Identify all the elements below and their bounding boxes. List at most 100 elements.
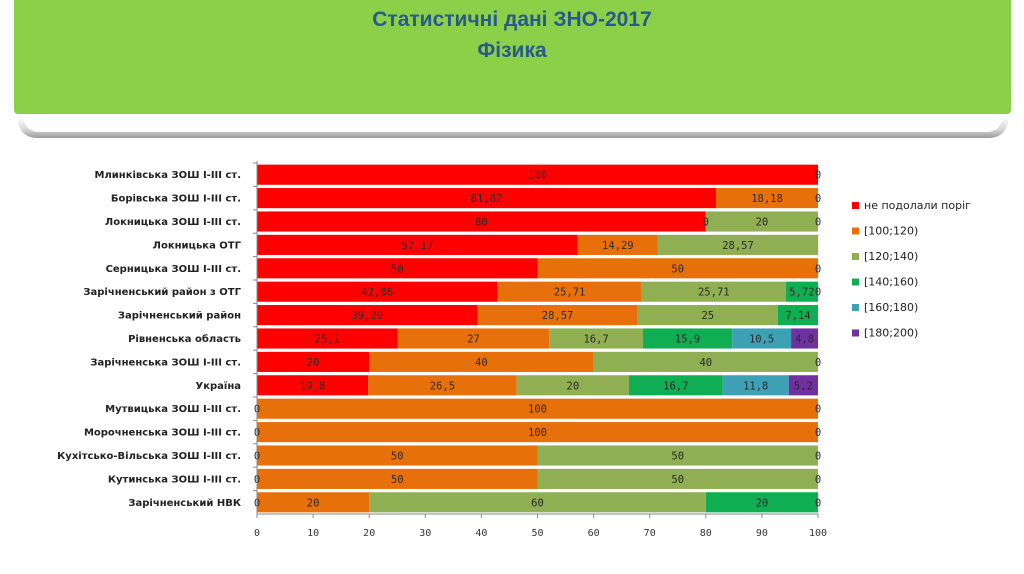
data-label: 11,8 bbox=[743, 380, 768, 392]
data-label: 50 bbox=[671, 451, 684, 463]
data-label: 20 bbox=[567, 380, 580, 392]
data-label: 25 bbox=[701, 310, 714, 322]
x-tick-label: 0 bbox=[254, 528, 260, 539]
bar-segment bbox=[705, 492, 818, 513]
category-label: Кухітсько-Вільська ЗОШ І-ІІІ ст. bbox=[57, 451, 241, 462]
bar-segment bbox=[477, 305, 638, 326]
x-tick-label: 40 bbox=[475, 528, 487, 539]
data-label: 20 bbox=[756, 217, 769, 229]
bar-segment bbox=[257, 445, 538, 466]
x-tick-label: 20 bbox=[363, 528, 375, 539]
bar-segment bbox=[785, 281, 818, 302]
legend-swatch bbox=[852, 227, 859, 235]
bar-segment bbox=[369, 492, 706, 513]
bar-segment bbox=[368, 375, 517, 396]
data-label: 100 bbox=[528, 170, 547, 182]
bar-segment bbox=[257, 258, 538, 279]
category-label: Зарічненський район bbox=[118, 311, 241, 322]
legend-label: [140;160) bbox=[864, 276, 918, 289]
data-label: 10,5 bbox=[749, 334, 774, 346]
category-label: Локницька ОТГ bbox=[153, 240, 242, 251]
data-label: 50 bbox=[391, 451, 404, 463]
data-label: 100 bbox=[528, 404, 547, 416]
data-label: 40 bbox=[475, 357, 488, 369]
category-label: Борівська ЗОШ І-ІІІ ст. bbox=[111, 194, 241, 205]
legend-swatch bbox=[852, 253, 859, 260]
bar-segment bbox=[788, 375, 818, 396]
data-label: 0 bbox=[815, 217, 821, 229]
data-label: 0 bbox=[815, 497, 821, 509]
bar-segment bbox=[257, 211, 706, 232]
bar-segment bbox=[716, 188, 818, 209]
data-label: 0 bbox=[703, 217, 709, 229]
data-label: 57,17 bbox=[402, 240, 434, 252]
bar-segment bbox=[257, 234, 578, 255]
bar-segment bbox=[257, 351, 370, 372]
data-label: 0 bbox=[815, 193, 821, 205]
category-label: Морочненська ЗОШ І-ІІІ ст. bbox=[84, 428, 241, 439]
bar-segment bbox=[516, 375, 629, 396]
data-label: 42,86 bbox=[361, 287, 393, 299]
x-tick-label: 100 bbox=[809, 528, 827, 539]
data-label: 14,29 bbox=[602, 240, 634, 252]
data-label: 27 bbox=[467, 334, 480, 346]
category-label: Млинківська ЗОШ І-ІІІ ст. bbox=[95, 170, 241, 181]
data-label: 100 bbox=[528, 427, 547, 439]
legend-swatch bbox=[852, 304, 859, 311]
data-label: 20 bbox=[307, 357, 320, 369]
data-label: 20 bbox=[307, 497, 320, 509]
category-label: Кутинська ЗОШ І-ІІІ ст. bbox=[108, 474, 241, 485]
data-label: 50 bbox=[671, 263, 684, 275]
data-label: 18,18 bbox=[751, 193, 783, 205]
bar-segment bbox=[257, 281, 498, 302]
bar-segment bbox=[257, 328, 398, 349]
data-label: 28,57 bbox=[542, 310, 574, 322]
data-label: 25,1 bbox=[315, 334, 340, 346]
category-label: Мутвицька ЗОШ І-ІІІ ст. bbox=[105, 404, 241, 415]
data-label: 0 bbox=[815, 404, 821, 416]
legend-label: не подолали поріг bbox=[864, 199, 971, 212]
bar-segment bbox=[549, 328, 643, 349]
bar-segment bbox=[257, 422, 818, 443]
legend-label: [120;140) bbox=[864, 250, 918, 263]
header-banner bbox=[14, 0, 1011, 114]
x-tick-label: 50 bbox=[531, 528, 543, 539]
data-label: 40 bbox=[699, 357, 712, 369]
bar-segment bbox=[641, 281, 786, 302]
bar-segment bbox=[257, 164, 818, 185]
legend-swatch bbox=[852, 202, 859, 209]
data-label: 0 bbox=[815, 451, 821, 463]
bar-segment bbox=[593, 351, 818, 372]
data-label: 20 bbox=[756, 497, 769, 509]
data-label: 19,8 bbox=[300, 380, 325, 392]
bar-segment bbox=[732, 328, 792, 349]
category-label: Локницька ЗОШ І-ІІІ ст. bbox=[105, 217, 241, 228]
data-label: 80 bbox=[475, 217, 488, 229]
data-label: 7,14 bbox=[785, 310, 810, 322]
bar-segment bbox=[777, 305, 818, 326]
data-label: 16,7 bbox=[583, 334, 608, 346]
data-label: 15,9 bbox=[675, 334, 700, 346]
legend-swatch bbox=[852, 278, 859, 286]
bar-segment bbox=[791, 328, 818, 349]
bar-segment bbox=[397, 328, 550, 349]
bar-segment bbox=[637, 305, 778, 326]
header-shadow bbox=[18, 116, 1008, 138]
data-label: 81,82 bbox=[471, 193, 503, 205]
legend-swatch bbox=[852, 329, 859, 337]
data-label: 0 bbox=[815, 263, 821, 275]
data-label: 50 bbox=[391, 263, 404, 275]
data-label: 50 bbox=[391, 474, 404, 486]
data-label: 28,57 bbox=[722, 240, 754, 252]
bar-segment bbox=[257, 188, 717, 209]
data-label: 25,71 bbox=[698, 287, 730, 299]
category-label: Зарічненський район з ОТГ bbox=[83, 287, 241, 298]
category-label: Україна bbox=[196, 380, 242, 392]
data-label: 25,71 bbox=[554, 287, 586, 299]
x-tick-label: 90 bbox=[756, 528, 768, 539]
bar-segment bbox=[705, 211, 818, 232]
category-label: Зарічненська ЗОШ І-ІІІ ст. bbox=[90, 357, 241, 368]
bar-segment bbox=[369, 351, 594, 372]
x-tick-label: 60 bbox=[588, 528, 600, 539]
